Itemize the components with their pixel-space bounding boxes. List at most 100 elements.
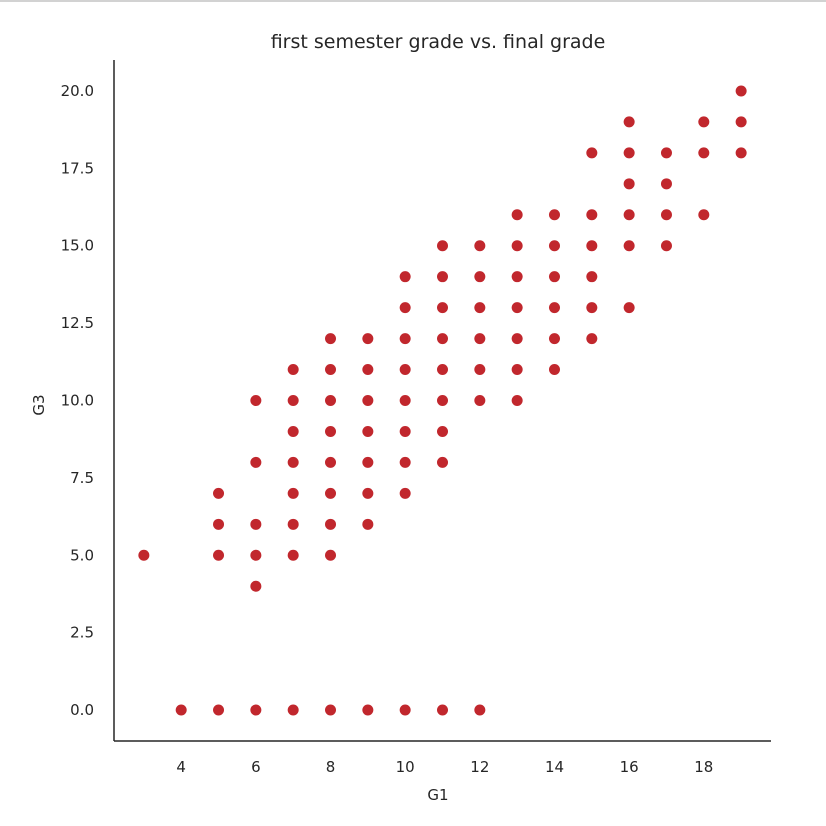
data-point xyxy=(474,704,486,716)
data-point xyxy=(660,178,672,190)
data-point xyxy=(586,147,598,159)
data-point xyxy=(399,456,411,468)
x-tick-label: 12 xyxy=(470,758,489,776)
data-point xyxy=(325,425,337,437)
data-point xyxy=(437,395,448,406)
data-point xyxy=(362,333,374,345)
data-point xyxy=(511,240,523,252)
data-point xyxy=(698,209,710,221)
data-point xyxy=(399,271,411,283)
data-point xyxy=(250,518,262,530)
data-point xyxy=(698,116,710,128)
data-point xyxy=(287,549,299,561)
data-point xyxy=(511,271,523,283)
data-point xyxy=(399,395,411,406)
data-point xyxy=(325,333,337,345)
data-point xyxy=(250,395,262,406)
y-tick-label: 17.5 xyxy=(61,159,94,177)
data-point xyxy=(437,704,448,716)
data-point xyxy=(250,580,262,592)
x-axis-label: G1 xyxy=(427,786,448,804)
y-tick-label: 7.5 xyxy=(70,469,94,487)
y-tick-labels: 0.0 2.5 5.0 7.5 10.0 12.5 15.0 17.5 20.0 xyxy=(61,82,94,719)
x-tick-label: 6 xyxy=(251,758,261,776)
data-point xyxy=(437,456,448,468)
data-point xyxy=(586,333,598,345)
data-point xyxy=(362,518,374,530)
data-point xyxy=(474,302,486,314)
data-point xyxy=(474,240,486,252)
data-point xyxy=(623,209,635,221)
y-axis-label: G3 xyxy=(30,394,48,415)
data-point xyxy=(548,271,560,283)
data-point xyxy=(623,240,635,252)
data-point xyxy=(548,302,560,314)
data-point xyxy=(623,302,635,314)
data-point xyxy=(474,271,486,283)
data-point xyxy=(437,271,448,283)
data-point xyxy=(437,333,448,345)
data-point xyxy=(325,487,337,499)
y-tick-label: 12.5 xyxy=(61,314,94,332)
data-point xyxy=(437,364,448,376)
data-point xyxy=(660,240,672,252)
data-point xyxy=(735,85,747,97)
data-point xyxy=(735,116,747,128)
y-tick-label: 20.0 xyxy=(61,82,94,100)
y-tick-label: 0.0 xyxy=(70,701,94,719)
data-point xyxy=(325,704,337,716)
data-point xyxy=(399,704,411,716)
data-point xyxy=(362,704,374,716)
data-point xyxy=(325,549,337,561)
data-point xyxy=(548,333,560,345)
x-tick-label: 16 xyxy=(620,758,639,776)
data-point xyxy=(213,549,225,561)
x-tick-label: 8 xyxy=(326,758,336,776)
data-point xyxy=(213,704,225,716)
data-point xyxy=(399,487,411,499)
data-point xyxy=(287,704,299,716)
data-point xyxy=(474,333,486,345)
data-point xyxy=(586,271,598,283)
chart-title: first semester grade vs. final grade xyxy=(271,31,606,53)
data-point xyxy=(548,240,560,252)
data-point xyxy=(325,395,337,406)
data-point xyxy=(175,704,187,716)
x-tick-label: 14 xyxy=(545,758,564,776)
data-point xyxy=(474,395,486,406)
data-point xyxy=(399,302,411,314)
data-point xyxy=(623,147,635,159)
data-point xyxy=(586,209,598,221)
data-point xyxy=(325,518,337,530)
data-point xyxy=(474,364,486,376)
data-point xyxy=(138,549,150,561)
data-point xyxy=(250,549,262,561)
data-point xyxy=(362,456,374,468)
data-point xyxy=(213,487,225,499)
data-point xyxy=(698,147,710,159)
data-point xyxy=(623,116,635,128)
data-point xyxy=(660,209,672,221)
data-point xyxy=(623,178,635,190)
data-point xyxy=(660,147,672,159)
top-border xyxy=(0,0,826,2)
data-point xyxy=(287,395,299,406)
y-tick-label: 10.0 xyxy=(61,392,94,410)
data-point xyxy=(548,209,560,221)
data-point xyxy=(287,456,299,468)
data-point xyxy=(362,487,374,499)
data-point xyxy=(548,364,560,376)
data-point xyxy=(511,395,523,406)
data-point xyxy=(511,209,523,221)
data-point xyxy=(287,518,299,530)
data-point xyxy=(250,456,262,468)
x-tick-label: 4 xyxy=(176,758,186,776)
data-point xyxy=(735,147,747,159)
data-point xyxy=(437,302,448,314)
data-point xyxy=(362,395,374,406)
data-point xyxy=(213,518,225,530)
data-point xyxy=(250,704,262,716)
data-point xyxy=(362,364,374,376)
x-tick-label: 18 xyxy=(694,758,713,776)
